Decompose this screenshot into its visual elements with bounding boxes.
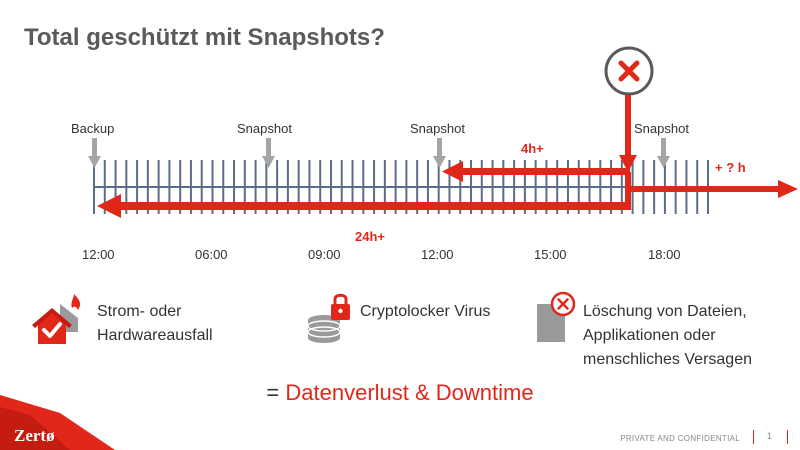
cause-deletion: Löschung von Dateien, Applikationen oder… <box>583 300 752 372</box>
time-label: 18:00 <box>648 247 681 262</box>
snapshot-marker-3 <box>657 138 670 168</box>
cause-cryptolocker: Cryptolocker Virus <box>360 300 490 324</box>
result-prefix: = <box>266 380 286 405</box>
cause-line: Applikationen oder <box>583 327 716 344</box>
cause-line: menschliches Versagen <box>583 351 752 368</box>
cause-line: Cryptolocker Virus <box>360 303 491 320</box>
cause-line: Strom- oder <box>97 303 182 320</box>
footer-confidential: PRIVATE AND CONFIDENTIAL <box>620 434 740 443</box>
time-label: 12:00 <box>82 247 115 262</box>
snapshot-marker-1 <box>262 138 275 168</box>
snapshot-label-1: Snapshot <box>237 121 292 136</box>
zerto-logo-background <box>0 395 115 450</box>
loss-24h-label: 24h+ <box>355 229 385 244</box>
cause-line: Hardwareausfall <box>97 327 213 344</box>
arrow-plus-h <box>628 180 798 198</box>
house-fire-icon <box>32 294 81 344</box>
page-number: 1 <box>766 431 772 441</box>
footer-end-bar <box>787 430 788 444</box>
backup-marker <box>88 138 101 168</box>
file-delete-icon <box>537 291 576 342</box>
snapshot-label-3: Snapshot <box>634 121 689 136</box>
time-label: 06:00 <box>195 247 228 262</box>
failure-point-arrow <box>619 95 637 172</box>
cause-line: Löschung von Dateien, <box>583 303 747 320</box>
footer-divider <box>753 430 754 444</box>
arrow-4h <box>442 161 630 182</box>
database-lock-icon <box>307 293 350 343</box>
backup-label: Backup <box>71 121 115 136</box>
cause-power-hardware: Strom- oder Hardwareausfall <box>97 300 213 348</box>
snapshot-marker-2 <box>433 138 446 168</box>
result-emphasis: Datenverlust & Downtime <box>285 380 534 405</box>
time-label: 12:00 <box>421 247 454 262</box>
time-label: 09:00 <box>308 247 341 262</box>
time-label: 15:00 <box>534 247 567 262</box>
snapshot-label-2: Snapshot <box>410 121 465 136</box>
loss-4h-label: 4h+ <box>521 141 544 156</box>
zerto-logo: Zertø <box>14 426 55 445</box>
slide-title: Total geschützt mit Snapshots? <box>24 24 385 51</box>
plus-h-label: + ? h <box>715 160 746 175</box>
failure-x-icon <box>604 46 654 96</box>
result-statement: = Datenverlust & Downtime <box>0 380 800 406</box>
